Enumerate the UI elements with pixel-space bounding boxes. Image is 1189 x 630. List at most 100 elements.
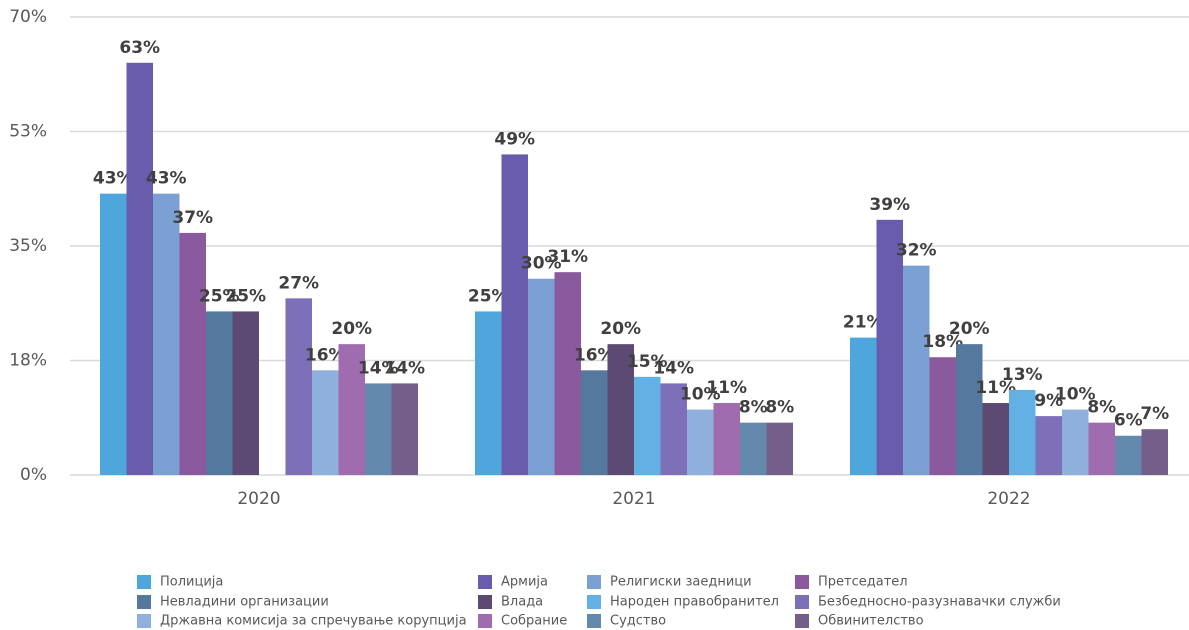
- data-label: 18%: [922, 332, 963, 352]
- data-label: 37%: [172, 208, 213, 228]
- bar: [1009, 389, 1036, 475]
- bar: [153, 193, 180, 475]
- data-label: 10%: [1055, 385, 1096, 405]
- bar: [687, 409, 714, 475]
- legend-swatch: [478, 614, 492, 628]
- data-label: 9%: [1034, 391, 1063, 411]
- x-tick-label: 2022: [987, 489, 1030, 509]
- data-label: 39%: [869, 195, 910, 215]
- data-label: 27%: [278, 273, 319, 293]
- y-tick-label: 53%: [9, 122, 47, 142]
- legend-swatch: [795, 614, 809, 628]
- data-label: 30%: [521, 254, 562, 274]
- bar: [581, 370, 608, 475]
- bar: [179, 232, 206, 475]
- legend-swatch: [795, 595, 809, 609]
- legend-label: Обвинителство: [818, 614, 924, 629]
- data-label: 63%: [119, 38, 160, 58]
- legend-swatch: [478, 575, 492, 589]
- data-label: 49%: [494, 129, 535, 149]
- x-tick-label: 2021: [612, 489, 655, 509]
- bar: [365, 383, 392, 475]
- legend-swatch: [795, 575, 809, 589]
- bar: [903, 265, 930, 475]
- legend-label: Безбедносно-разузнавачки служби: [818, 595, 1061, 610]
- data-label: 14%: [653, 358, 694, 378]
- legend-label: Армија: [501, 575, 548, 590]
- data-label: 31%: [547, 247, 588, 267]
- data-label: 20%: [600, 319, 641, 339]
- y-tick-label: 0%: [20, 465, 47, 485]
- legend-swatch: [587, 595, 601, 609]
- data-label: 8%: [1087, 398, 1116, 418]
- bar: [475, 311, 502, 475]
- bar: [338, 344, 365, 475]
- data-label: 25%: [468, 286, 509, 306]
- bar: [1035, 416, 1062, 475]
- data-label: 11%: [975, 378, 1016, 398]
- data-label: 43%: [93, 169, 134, 189]
- bar: [660, 383, 687, 475]
- legend-swatch: [587, 575, 601, 589]
- data-label: 6%: [1114, 411, 1143, 431]
- data-label: 16%: [305, 345, 346, 365]
- data-label: 15%: [627, 352, 668, 372]
- data-label: 14%: [358, 358, 399, 378]
- legend-label: Судство: [610, 614, 666, 629]
- data-label: 20%: [331, 319, 372, 339]
- bar: [740, 422, 767, 475]
- bar: [285, 298, 312, 475]
- legend-label: Собрание: [501, 614, 567, 629]
- data-label: 14%: [384, 358, 425, 378]
- bar: [929, 357, 956, 475]
- data-label: 8%: [765, 398, 794, 418]
- data-label: 32%: [896, 241, 937, 261]
- bar: [634, 376, 661, 475]
- data-label: 25%: [199, 286, 240, 306]
- bar: [232, 311, 259, 475]
- bar: [850, 337, 877, 475]
- bar: [501, 154, 528, 475]
- legend-swatch: [137, 595, 151, 609]
- data-label: 7%: [1140, 404, 1169, 424]
- legend-swatch: [587, 614, 601, 628]
- bar: [528, 278, 555, 475]
- bar: [713, 403, 740, 475]
- bar: [391, 383, 418, 475]
- bar: [766, 422, 793, 475]
- bar: [956, 344, 983, 475]
- bar: [554, 272, 581, 475]
- legend-swatch: [137, 614, 151, 628]
- legend-label: Претседател: [818, 575, 908, 590]
- legend-label: Религиски заедници: [610, 575, 752, 590]
- y-tick-label: 35%: [9, 236, 47, 256]
- data-label: 10%: [680, 385, 721, 405]
- data-label: 21%: [843, 313, 884, 333]
- bar: [126, 62, 153, 476]
- legend-label: Полиција: [160, 575, 223, 590]
- legend-label: Невладини организации: [160, 595, 329, 610]
- bar: [206, 311, 233, 475]
- bar: [1115, 435, 1142, 475]
- data-label: 16%: [574, 345, 615, 365]
- bar: [312, 370, 339, 475]
- bar: [1088, 422, 1115, 475]
- x-tick-label: 2020: [237, 489, 280, 509]
- bar: [100, 193, 127, 475]
- legend-label: Народен правобранител: [610, 595, 779, 610]
- data-label: 8%: [739, 398, 768, 418]
- data-label: 20%: [949, 319, 990, 339]
- data-label: 25%: [225, 286, 266, 306]
- data-label: 11%: [706, 378, 747, 398]
- legend-label: Влада: [501, 595, 543, 610]
- legend-swatch: [478, 595, 492, 609]
- data-label: 13%: [1002, 365, 1043, 385]
- y-tick-label: 18%: [9, 351, 47, 371]
- bar: [1141, 429, 1168, 475]
- y-tick-label: 70%: [9, 7, 47, 27]
- bar: [607, 344, 634, 475]
- legend-swatch: [137, 575, 151, 589]
- data-label: 43%: [146, 169, 187, 189]
- bar: [982, 403, 1009, 475]
